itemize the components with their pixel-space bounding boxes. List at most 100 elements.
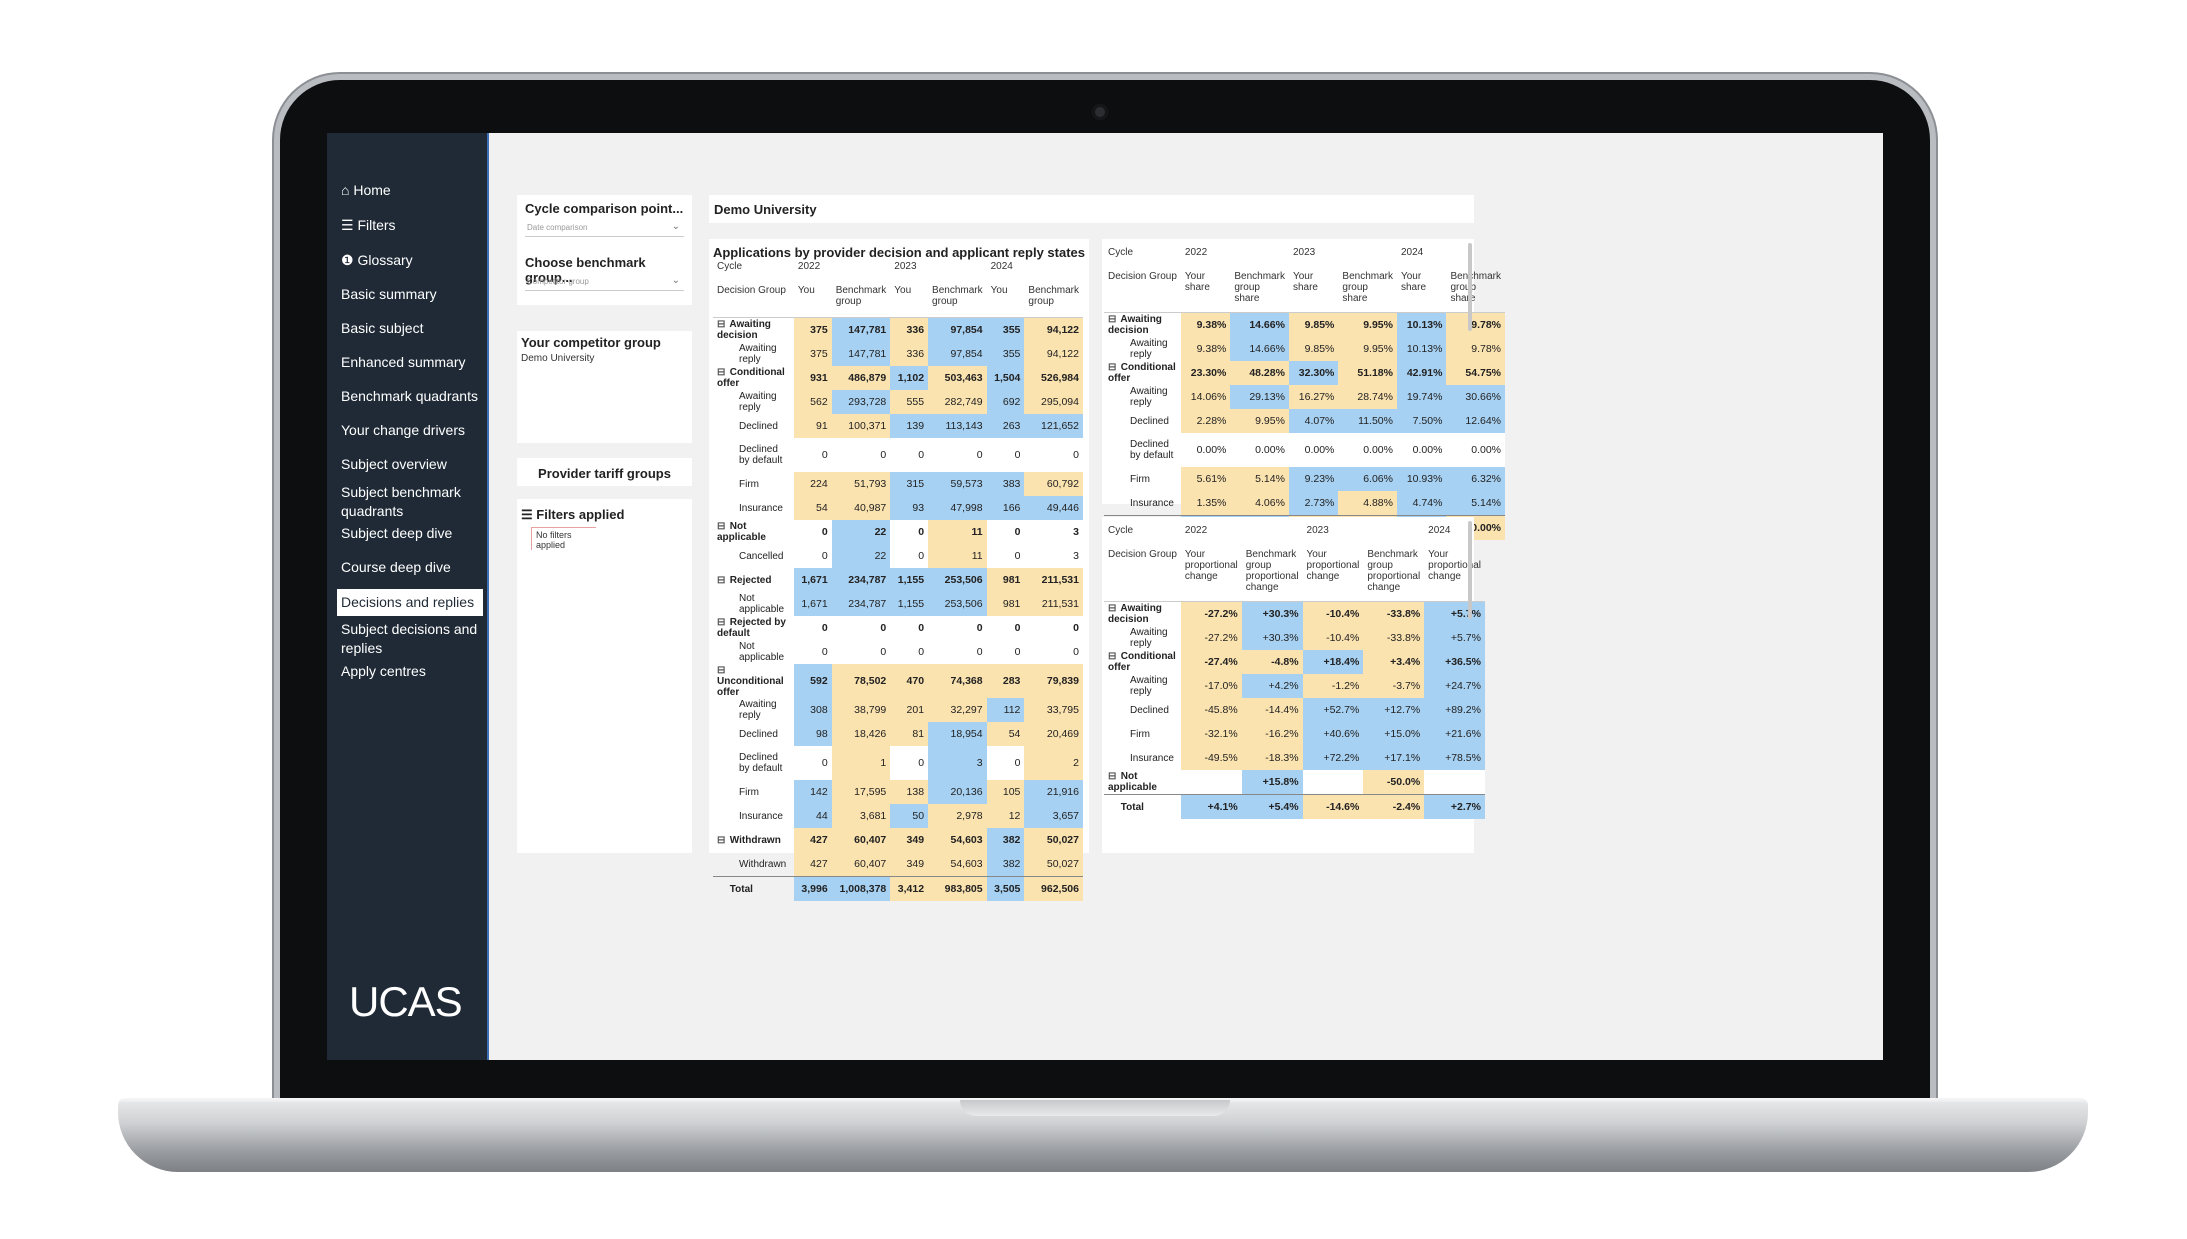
table-cell: -27.2%	[1180, 626, 1242, 650]
collapse-icon[interactable]: ⊟	[717, 574, 726, 586]
sidebar-item-basic-summary[interactable]: Basic summary	[341, 286, 437, 302]
table-cell: 555	[890, 390, 929, 414]
row-label[interactable]: ⊟ Awaiting decision	[1104, 601, 1181, 626]
sidebar-item-enhanced-summary[interactable]: Enhanced summary	[341, 354, 466, 370]
table-cell: 470	[890, 664, 929, 698]
collapse-icon[interactable]: ⊟	[717, 367, 726, 378]
sidebar-item-glossary[interactable]: ❶ Glossary	[341, 252, 413, 268]
table-cell: 78,502	[831, 664, 891, 698]
collapse-icon[interactable]: ⊟	[717, 664, 726, 676]
row-label-text: Awaiting decision	[717, 319, 771, 341]
column-header: Your share	[1400, 271, 1426, 293]
benchmark-filter-title: Choose benchmark group...	[525, 255, 646, 285]
table-cell: 2.28%	[1180, 409, 1231, 433]
row-label[interactable]: ⊟ Conditional offer	[1104, 650, 1181, 674]
table-cell: 112	[986, 698, 1025, 722]
table-cell: 32.30%	[1288, 361, 1339, 385]
table-row: Declined 91 100,371 139 113,143 263 121,652	[713, 414, 1083, 438]
change-table-panel: Cycle 2022 2023 2024 Decision Group Your prop…	[1102, 517, 1485, 853]
table-cell: 51.18%	[1338, 361, 1397, 385]
row-label[interactable]: ⊟ Unconditional offer	[713, 664, 794, 698]
competitor-group-title: Your competitor group	[521, 335, 661, 350]
table-cell: 1.35%	[1180, 491, 1231, 516]
row-label: Not applicable	[713, 640, 794, 664]
page-title: Demo University	[714, 202, 817, 217]
sidebar-item-subject-benchmark-quadrants[interactable]: Subject benchmark quadrants	[341, 484, 461, 519]
change-table-scrollbar[interactable]	[1468, 521, 1472, 619]
table-cell: 0	[890, 616, 929, 640]
sidebar-item-change-drivers[interactable]: Your change drivers	[341, 422, 466, 438]
collapse-icon[interactable]: ⊟	[717, 319, 726, 330]
table-row: ⊟ Awaiting decision 375 147,781 336 97,854 35…	[713, 317, 1083, 342]
row-label[interactable]: ⊟ Conditional offer	[1104, 361, 1181, 385]
sidebar-item-subject-overview[interactable]: Subject overview	[341, 456, 447, 472]
collapse-icon[interactable]: ⊟	[717, 834, 726, 846]
table-cell: 14.06%	[1180, 385, 1231, 409]
collapse-icon[interactable]: ⊟	[1108, 362, 1117, 373]
table-row: Not applicable 0 0 0 0 0 0	[713, 640, 1083, 664]
row-label-text: Awaiting reply	[1130, 386, 1168, 408]
table-cell: 526,984	[1024, 366, 1083, 390]
table-cell: 54,603	[928, 828, 987, 852]
table-cell: -49.5%	[1180, 746, 1242, 770]
table-cell: 383	[986, 472, 1025, 496]
column-header: Benchmark group share	[1450, 271, 1502, 304]
table-cell: +30.3%	[1241, 601, 1303, 626]
row-label[interactable]: ⊟ Awaiting decision	[1104, 312, 1181, 337]
row-label[interactable]: ⊟ Conditional offer	[713, 366, 794, 390]
table-cell: 9.95%	[1338, 312, 1397, 337]
table-row: Awaiting reply 308 38,799 201 32,297 112 33,79…	[713, 698, 1083, 722]
table-cell: 0	[793, 640, 832, 664]
collapse-icon[interactable]: ⊟	[1108, 771, 1117, 782]
row-label: Declined	[713, 414, 794, 438]
table-cell: 349	[890, 828, 929, 852]
table-cell: 308	[793, 698, 832, 722]
cycle-dropdown[interactable]: Date comparison ⌄	[525, 219, 684, 237]
row-label-text: Awaiting decision	[1108, 314, 1162, 336]
table-row: Awaiting reply 562 293,728 555 282,749 692 295…	[713, 390, 1083, 414]
table-cell: 93	[890, 496, 929, 520]
row-label-text: Rejected by default	[717, 617, 786, 639]
table-cell: 234,787	[831, 592, 891, 616]
row-label[interactable]: ⊟ Not applicable	[713, 520, 794, 544]
sidebar-item-home[interactable]: ⌂ Home	[341, 182, 391, 198]
sidebar-item-course-deep-dive[interactable]: Course deep dive	[341, 559, 451, 575]
collapse-icon[interactable]: ⊟	[1108, 651, 1117, 662]
row-label[interactable]: ⊟ Withdrawn	[713, 828, 794, 852]
table-cell: 147,781	[831, 317, 891, 342]
provider-tariff-button[interactable]: Provider tariff groups	[517, 458, 692, 486]
row-label-text: Declined	[739, 728, 778, 740]
column-header: Benchmark group	[835, 285, 887, 307]
column-header: Benchmark group proportional change	[1367, 549, 1421, 593]
table-cell: 263	[986, 414, 1025, 438]
row-label[interactable]: ⊟ Not applicable	[1104, 770, 1181, 795]
row-label[interactable]: ⊟ Awaiting decision	[713, 317, 794, 342]
row-label[interactable]: ⊟ Rejected by default	[713, 616, 794, 640]
sidebar-item-apply-centres[interactable]: Apply centres	[341, 663, 426, 679]
row-label: Awaiting reply	[1104, 674, 1181, 698]
row-label: Firm	[1104, 467, 1181, 491]
share-table-scrollbar[interactable]	[1468, 243, 1472, 331]
table-cell: +5.7%	[1424, 601, 1485, 626]
collapse-icon[interactable]: ⊟	[717, 617, 726, 628]
sidebar-item-filters[interactable]: ☰ Filters	[341, 217, 396, 233]
table-cell: 51,793	[831, 472, 891, 496]
table-cell: 336	[890, 317, 929, 342]
sidebar-item-subject-decisions-and-replies[interactable]: Subject decisions and replies	[341, 621, 478, 656]
collapse-icon[interactable]: ⊟	[1108, 314, 1117, 325]
collapse-icon[interactable]: ⊟	[1108, 603, 1117, 614]
table-cell: 166	[986, 496, 1025, 520]
table-cell: 283	[986, 664, 1025, 698]
table-cell: 234,787	[831, 568, 891, 592]
row-label-text: Withdrawn	[729, 834, 781, 846]
sidebar-item-basic-subject[interactable]: Basic subject	[341, 320, 424, 336]
table-cell: 16.27%	[1288, 385, 1339, 409]
sidebar-item-benchmark-quadrants[interactable]: Benchmark quadrants	[341, 388, 478, 404]
benchmark-dropdown[interactable]: Competitor group ⌄	[525, 273, 684, 291]
row-label-text: Awaiting reply	[1130, 338, 1168, 360]
sidebar-item-decisions-and-replies[interactable]: Decisions and replies	[337, 589, 483, 616]
sidebar-item-subject-deep-dive[interactable]: Subject deep dive	[341, 525, 453, 541]
collapse-icon[interactable]: ⊟	[717, 521, 726, 532]
row-label[interactable]: ⊟ Rejected	[713, 568, 794, 592]
column-header: Your share	[1292, 271, 1318, 293]
